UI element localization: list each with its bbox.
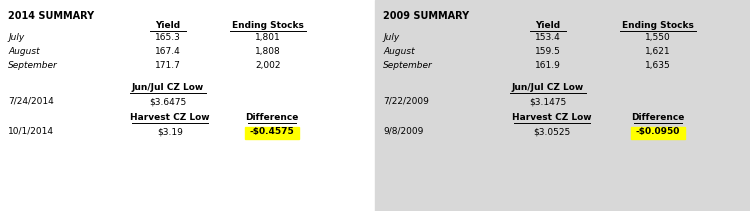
Text: Difference: Difference <box>245 113 298 122</box>
Text: 9/8/2009: 9/8/2009 <box>383 127 423 136</box>
Text: Jun/Jul CZ Low: Jun/Jul CZ Low <box>512 83 584 92</box>
Text: 165.3: 165.3 <box>155 33 181 42</box>
Text: 161.9: 161.9 <box>535 61 561 70</box>
Text: Jun/Jul CZ Low: Jun/Jul CZ Low <box>132 83 204 92</box>
Text: 2014 SUMMARY: 2014 SUMMARY <box>8 11 94 21</box>
Text: 7/22/2009: 7/22/2009 <box>383 97 429 106</box>
Text: 1,550: 1,550 <box>645 33 670 42</box>
Text: 153.4: 153.4 <box>536 33 561 42</box>
Text: $3.19: $3.19 <box>157 127 183 136</box>
Bar <box>245 127 299 139</box>
Text: 1,801: 1,801 <box>255 33 280 42</box>
Text: 167.4: 167.4 <box>155 47 181 56</box>
Text: Ending Stocks: Ending Stocks <box>232 21 304 30</box>
Text: $3.0525: $3.0525 <box>533 127 571 136</box>
Text: Yield: Yield <box>536 21 560 30</box>
Text: July: July <box>8 33 24 42</box>
Text: 2009 SUMMARY: 2009 SUMMARY <box>383 11 470 21</box>
Bar <box>0 0 375 211</box>
Text: 7/24/2014: 7/24/2014 <box>8 97 54 106</box>
Text: 1,808: 1,808 <box>255 47 280 56</box>
Text: $3.1475: $3.1475 <box>530 97 567 106</box>
Text: August: August <box>383 47 415 56</box>
Text: 10/1/2014: 10/1/2014 <box>8 127 54 136</box>
Text: Ending Stocks: Ending Stocks <box>622 21 694 30</box>
Text: Harvest CZ Low: Harvest CZ Low <box>130 113 210 122</box>
Text: $3.6475: $3.6475 <box>149 97 187 106</box>
Text: September: September <box>8 61 58 70</box>
Text: August: August <box>8 47 40 56</box>
Text: 159.5: 159.5 <box>535 47 561 56</box>
Text: Yield: Yield <box>155 21 181 30</box>
Text: Harvest CZ Low: Harvest CZ Low <box>512 113 592 122</box>
Text: July: July <box>383 33 399 42</box>
Bar <box>375 0 750 211</box>
Text: Difference: Difference <box>632 113 685 122</box>
Text: 1,635: 1,635 <box>645 61 670 70</box>
Text: -$0.0950: -$0.0950 <box>636 127 680 136</box>
Text: September: September <box>383 61 433 70</box>
Text: -$0.4575: -$0.4575 <box>250 127 294 136</box>
Text: 1,621: 1,621 <box>645 47 670 56</box>
Text: 171.7: 171.7 <box>155 61 181 70</box>
Text: 2,002: 2,002 <box>255 61 280 70</box>
Bar <box>631 127 685 139</box>
